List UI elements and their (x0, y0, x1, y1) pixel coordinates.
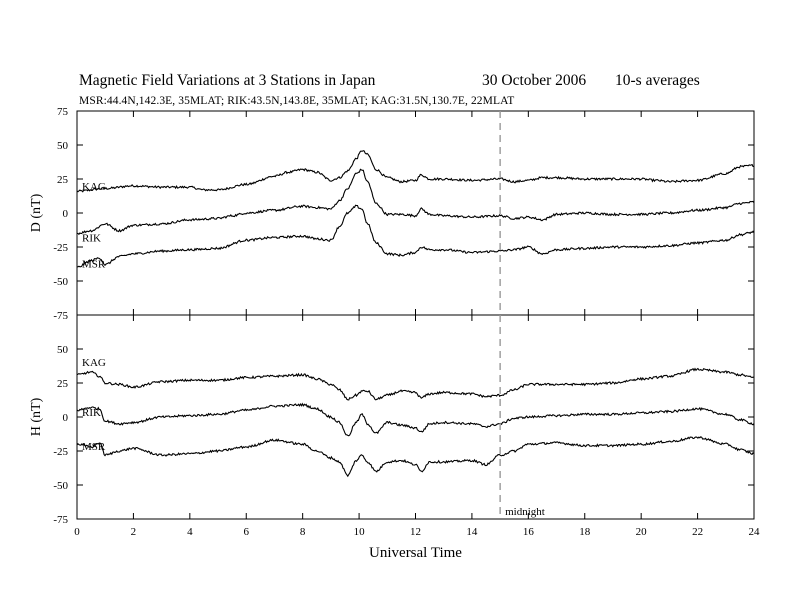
series-label-rik: RIK (82, 232, 101, 244)
chart-averaging: 10-s averages (615, 72, 700, 89)
y-tick-label: -25 (53, 242, 68, 254)
x-tick-label: 18 (579, 526, 591, 538)
midnight-label: midnight (505, 506, 545, 518)
y-tick-label: -75 (53, 514, 68, 526)
series-line-D-rik (76, 168, 755, 236)
series-label-kag: KAG (82, 357, 106, 369)
y-tick-label: 25 (57, 174, 69, 186)
x-tick-label: 0 (74, 526, 80, 538)
x-tick-label: 10 (354, 526, 366, 538)
x-tick-label: 24 (749, 526, 761, 538)
station-coordinates: MSR:44.4N,142.3E, 35MLAT; RIK:43.5N,143.… (79, 95, 515, 107)
y-tick-label: 0 (63, 412, 69, 424)
chart-date: 30 October 2006 (482, 72, 587, 89)
y-tick-label: 25 (57, 378, 69, 390)
y-tick-label: -50 (53, 480, 68, 492)
x-tick-label: 22 (692, 526, 703, 538)
series-line-H-rik (76, 402, 755, 437)
y-tick-label: -50 (53, 276, 68, 288)
y-tick-label: 75 (57, 106, 69, 118)
y-axis-label-H: H (nT) (29, 397, 44, 436)
x-tick-label: 2 (131, 526, 137, 538)
x-tick-label: 4 (187, 526, 193, 538)
series-label-msr: MSR (82, 258, 106, 270)
series-label-msr: MSR (82, 441, 106, 453)
chart-title: Magnetic Field Variations at 3 Stations … (79, 72, 376, 89)
y-tick-label: -75 (53, 310, 68, 322)
x-axis-label: Universal Time (369, 545, 462, 561)
x-tick-label: 14 (466, 526, 478, 538)
x-tick-label: 6 (244, 526, 250, 538)
series-line-D-msr (77, 204, 755, 268)
x-tick-label: 8 (300, 526, 306, 538)
y-tick-label: 0 (63, 208, 69, 220)
y-tick-label: 50 (57, 140, 69, 152)
series-label-kag: KAG (82, 181, 106, 193)
series-line-H-msr (76, 436, 755, 478)
y-tick-label: -25 (53, 446, 68, 458)
series-label-rik: RIK (82, 407, 101, 419)
y-axis-label-D: D (nT) (29, 193, 44, 232)
x-tick-label: 16 (523, 526, 535, 538)
y-tick-label: 50 (57, 344, 69, 356)
series-line-H-kag (76, 367, 754, 401)
x-tick-label: 20 (636, 526, 648, 538)
series-line-D-kag (76, 150, 754, 193)
x-tick-label: 12 (410, 526, 421, 538)
panel-frame-H (76, 314, 755, 520)
